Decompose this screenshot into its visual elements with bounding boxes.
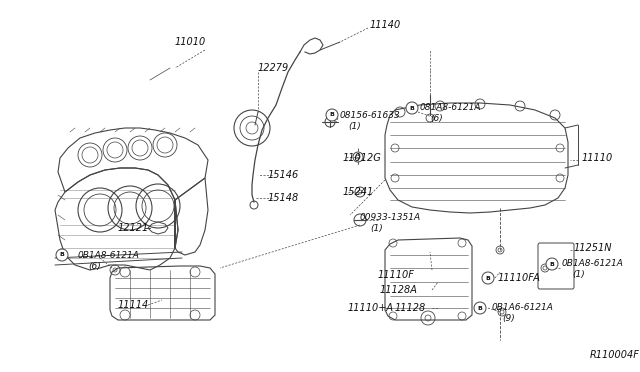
Text: 15148: 15148 (268, 193, 300, 203)
Text: (1): (1) (370, 224, 383, 234)
Text: 0B1A8-6121A: 0B1A8-6121A (78, 250, 140, 260)
Text: B: B (410, 106, 415, 110)
Text: B: B (550, 262, 554, 266)
Text: 00933-1351A: 00933-1351A (360, 214, 421, 222)
Text: 11114: 11114 (118, 300, 149, 310)
Circle shape (474, 302, 486, 314)
Text: 11140: 11140 (370, 20, 401, 30)
Circle shape (56, 249, 68, 261)
Text: 11110FA: 11110FA (498, 273, 541, 283)
Text: B: B (330, 112, 335, 118)
Circle shape (406, 102, 418, 114)
Text: R110004F: R110004F (590, 350, 640, 360)
Text: 11251N: 11251N (574, 243, 612, 253)
Text: 15146: 15146 (268, 170, 300, 180)
Text: 15241: 15241 (343, 187, 374, 197)
Text: 11012G: 11012G (343, 153, 381, 163)
Text: 11110+A: 11110+A (348, 303, 394, 313)
Text: (6): (6) (88, 262, 100, 270)
Text: 08156-61633: 08156-61633 (340, 110, 401, 119)
Text: 0B1A8-6121A: 0B1A8-6121A (562, 260, 624, 269)
Text: 11110F: 11110F (378, 270, 415, 280)
Text: (1): (1) (572, 270, 585, 279)
Text: (9): (9) (502, 314, 515, 324)
Text: B: B (60, 253, 65, 257)
Text: 11110: 11110 (582, 153, 613, 163)
Text: 11128: 11128 (395, 303, 426, 313)
Text: B: B (477, 305, 483, 311)
Text: B: B (486, 276, 490, 280)
Text: 11010: 11010 (175, 37, 206, 47)
Text: 12279: 12279 (258, 63, 289, 73)
Circle shape (482, 272, 494, 284)
Text: (6): (6) (430, 115, 443, 124)
Text: 0B1A6-6121A: 0B1A6-6121A (492, 304, 554, 312)
Circle shape (326, 109, 338, 121)
Circle shape (546, 258, 558, 270)
Text: 12121: 12121 (118, 223, 149, 233)
Text: 081A8-6121A: 081A8-6121A (420, 103, 481, 112)
Text: (1): (1) (348, 122, 361, 131)
Text: 11128A: 11128A (380, 285, 418, 295)
